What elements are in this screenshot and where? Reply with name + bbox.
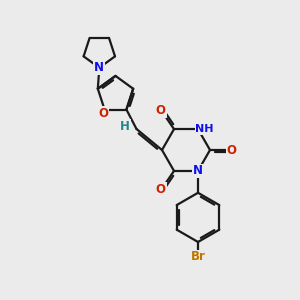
Text: H: H — [199, 123, 208, 133]
Text: N: N — [94, 61, 104, 74]
Text: O: O — [156, 104, 166, 117]
Text: O: O — [226, 143, 237, 157]
Text: O: O — [98, 106, 108, 120]
Text: H: H — [120, 120, 130, 133]
Text: Br: Br — [190, 250, 206, 263]
Text: NH: NH — [195, 124, 214, 134]
Text: O: O — [156, 183, 166, 196]
Text: N: N — [193, 164, 203, 177]
